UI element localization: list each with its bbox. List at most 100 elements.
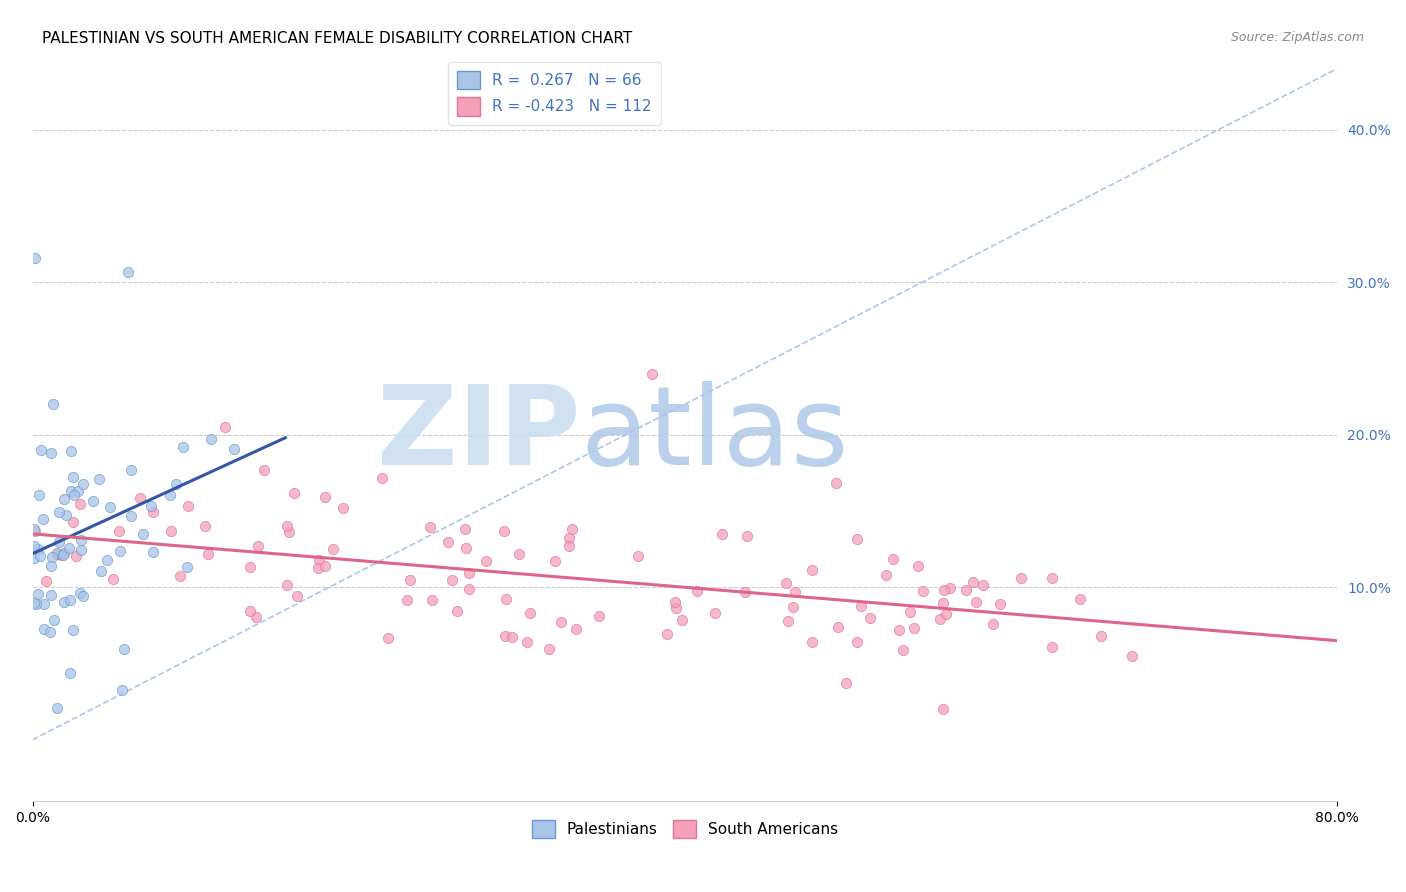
Point [222,442,245,457]
Point [48,505,70,519]
Point [59,665,82,680]
Point [39,446,62,460]
Point [72,476,94,491]
Point [561,522,583,536]
Point [52,595,75,609]
Point [1121,648,1143,663]
Point [32,598,55,612]
Point [69,586,91,600]
Point [704,606,727,620]
Point [96,553,118,567]
Point [981,617,1004,632]
Point [120,509,142,524]
Point [1090,629,1112,643]
Point [172,441,194,455]
Text: PALESTINIAN VS SOUTH AMERICAN FEMALE DISABILITY CORRELATION CHART: PALESTINIAN VS SOUTH AMERICAN FEMALE DIS… [42,31,633,46]
Point [142,505,165,519]
Legend: Palestinians, South Americans: Palestinians, South Americans [526,814,845,845]
Point [955,582,977,597]
Point [314,559,336,574]
Point [90,564,112,578]
Point [665,600,688,615]
Point [558,539,581,553]
Point [782,600,804,615]
Point [103,572,125,586]
Point [46,701,69,715]
Point [108,544,131,558]
Point [800,635,823,649]
Point [912,584,935,599]
Point [39,559,62,574]
Point [176,560,198,574]
Point [396,593,419,607]
Point [544,554,567,568]
Point [214,420,236,434]
Point [882,551,904,566]
Point [875,567,897,582]
Point [735,529,758,543]
Point [24,252,46,266]
Point [825,475,848,490]
Point [112,641,135,656]
Point [322,541,344,556]
Point [46,547,69,561]
Point [62,470,84,484]
Point [891,643,914,657]
Point [308,553,330,567]
Point [30,442,52,457]
Point [28,549,51,564]
Point [849,599,872,613]
Point [671,613,693,627]
Point [565,622,588,636]
Point [508,547,530,561]
Point [169,568,191,582]
Point [108,524,131,539]
Point [519,606,541,620]
Point [48,535,70,549]
Point [46,546,69,560]
Point [588,609,610,624]
Point [972,577,994,591]
Point [437,535,460,549]
Point [59,484,82,499]
Point [475,553,498,567]
Point [52,492,75,507]
Point [52,548,75,562]
Point [39,588,62,602]
Point [27,587,49,601]
Point [283,485,305,500]
Point [734,584,756,599]
Point [988,598,1011,612]
Point [537,642,560,657]
Point [314,490,336,504]
Point [494,629,516,643]
Point [845,635,868,649]
Point [307,561,329,575]
Point [454,541,477,555]
Point [711,527,734,541]
Point [87,472,110,486]
Point [501,630,523,644]
Point [458,582,481,597]
Point [1011,571,1033,585]
Point [962,574,984,589]
Point [641,367,664,381]
Point [558,531,581,545]
Point [859,611,882,625]
Point [111,683,134,698]
Point [27,542,49,557]
Point [1069,591,1091,606]
Point [278,524,301,539]
Point [141,499,163,513]
Point [70,543,93,558]
Point [420,592,443,607]
Point [685,583,707,598]
Point [835,676,858,690]
Point [165,476,187,491]
Point [70,533,93,548]
Text: atlas: atlas [581,381,849,488]
Point [120,463,142,477]
Point [458,566,481,580]
Point [41,549,63,564]
Point [1040,571,1063,585]
